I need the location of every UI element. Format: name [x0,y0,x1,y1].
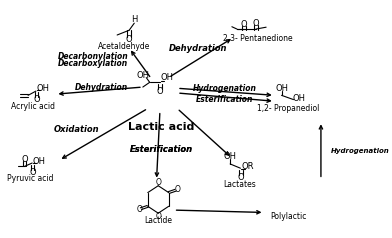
Text: OH: OH [275,84,288,93]
Text: Decarboxylation: Decarboxylation [58,59,128,68]
Text: O: O [252,19,259,28]
Text: OH: OH [36,84,49,93]
Text: OH: OH [136,71,149,80]
Text: Esterification: Esterification [130,145,193,154]
Text: O: O [157,87,163,96]
Text: O: O [126,35,132,44]
Text: Dehydration: Dehydration [75,83,128,92]
Text: H: H [131,15,138,24]
Text: O: O [174,184,180,193]
Text: O: O [33,95,40,104]
Text: Polylactic: Polylactic [270,212,307,221]
Text: Acrylic acid: Acrylic acid [11,102,55,111]
Text: Esterification: Esterification [196,95,254,104]
Text: Lactic acid: Lactic acid [129,122,195,132]
Text: O: O [241,20,247,29]
Text: OH: OH [292,94,305,103]
Text: O: O [155,212,161,221]
Text: Lactates: Lactates [223,179,256,188]
Text: Decarbonylation: Decarbonylation [58,52,129,61]
Text: O: O [21,155,28,164]
Text: Hydrogenation: Hydrogenation [331,148,390,154]
Text: 2,3- Pentanedione: 2,3- Pentanedione [223,34,292,43]
Text: O: O [29,168,36,177]
Text: O: O [238,173,245,182]
Text: Acetaldehyde: Acetaldehyde [98,42,150,51]
Text: Pyruvic acid: Pyruvic acid [7,174,53,183]
Text: Esterification: Esterification [130,145,193,154]
Text: OH: OH [33,157,45,166]
Text: OH: OH [160,73,173,82]
Text: OH: OH [224,152,237,161]
Text: OR: OR [241,162,254,171]
Text: 1,2- Propanediol: 1,2- Propanediol [257,104,319,113]
Text: O: O [136,205,142,214]
Text: Lactide: Lactide [144,216,172,225]
Text: Oxidation: Oxidation [53,125,99,134]
Text: Hydrogenation: Hydrogenation [193,84,257,93]
Text: Dehydration: Dehydration [169,44,227,53]
Text: O: O [155,178,161,187]
